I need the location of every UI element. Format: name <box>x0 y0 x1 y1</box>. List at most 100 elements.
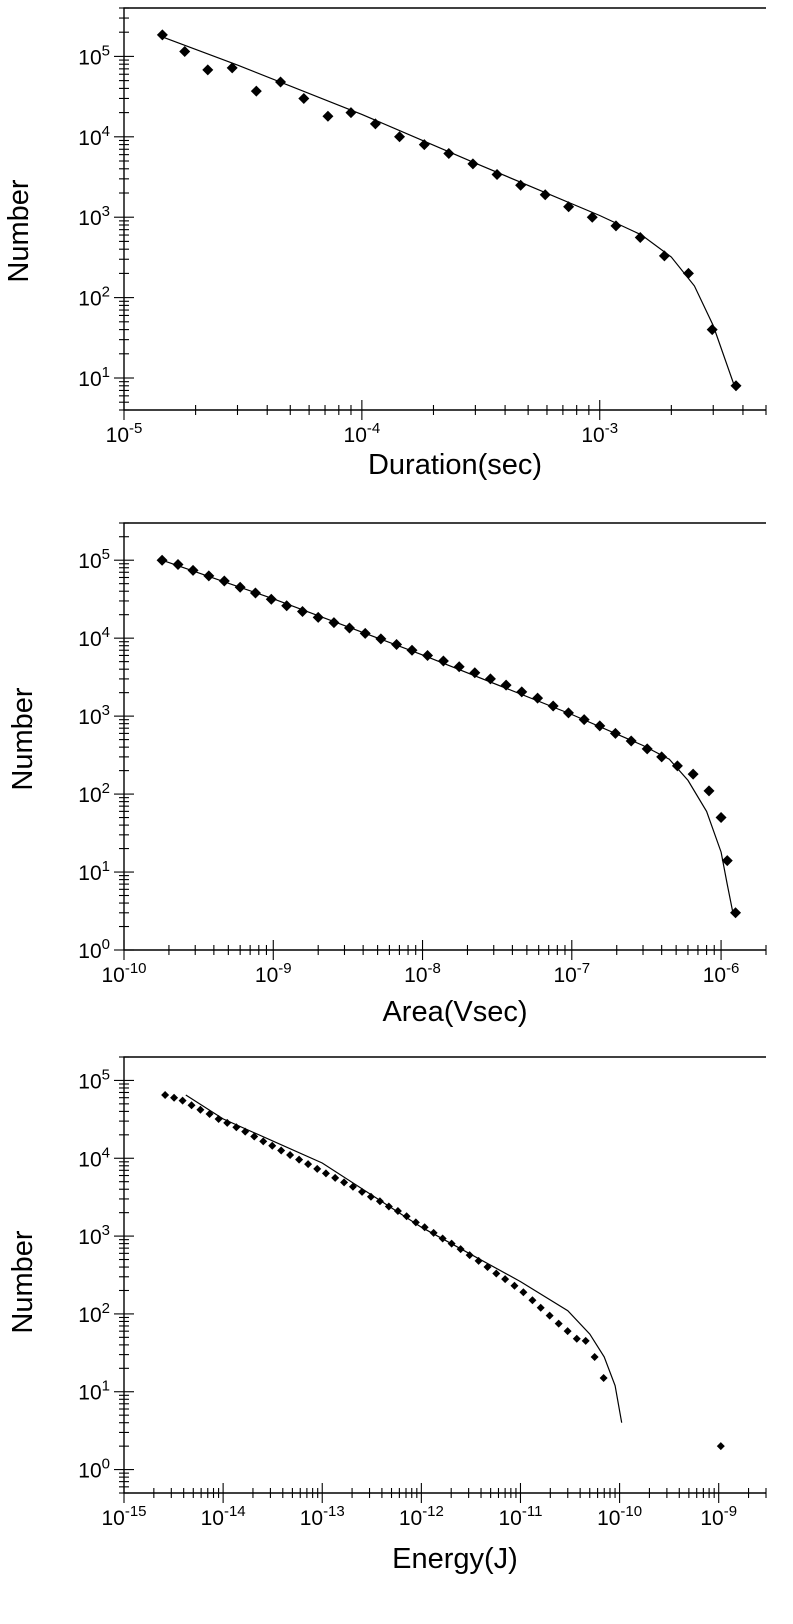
panel-2-data-point <box>375 633 387 645</box>
panel-3-data-point <box>384 1202 393 1211</box>
panel-2-data-point <box>715 812 727 824</box>
panel-1-data-point <box>634 231 646 243</box>
panel-1-data-point <box>345 107 357 119</box>
panel-2-data-point <box>516 686 528 698</box>
panel-1-axes-frame <box>123 7 766 411</box>
panel-1-data-point <box>156 29 168 41</box>
panel-3-data-point <box>536 1303 545 1312</box>
panel-2-data-point <box>656 751 668 763</box>
panel-3-data-point <box>268 1141 277 1150</box>
panel-2-data-point <box>359 627 371 639</box>
panel-2-axes-frame <box>123 522 766 951</box>
panel-2-data-point <box>249 587 261 599</box>
panel-2-fit-curve <box>161 559 734 913</box>
panel-3-data-point <box>331 1173 340 1182</box>
panel-3-data-point <box>214 1114 223 1123</box>
panel-3-y-tick-label: 105 <box>78 1066 110 1093</box>
panel-3-data-point <box>581 1336 590 1345</box>
panel-2-data-point <box>156 554 168 566</box>
panel-1-data-point <box>658 250 670 262</box>
panel-1-data-point <box>202 64 214 76</box>
panel-3-data-point <box>599 1374 608 1383</box>
panel-3-data-point <box>241 1127 250 1136</box>
panel-3-data-point <box>250 1132 259 1141</box>
panel-3-data-point <box>366 1192 375 1201</box>
panel-2-x-tick-label: 10-9 <box>255 960 292 987</box>
panel-3-y-tick-label: 100 <box>78 1456 110 1483</box>
panel-2-data-point <box>328 617 340 629</box>
panel-3-data-point <box>429 1228 438 1237</box>
panel-3-data-point <box>456 1245 465 1254</box>
panel-1-x-tick-label: 10-3 <box>581 420 618 447</box>
panel-3-data-point <box>474 1256 483 1265</box>
panel-2-x-tick-label: 10-7 <box>553 960 590 987</box>
panel-3-data-point <box>277 1146 286 1155</box>
panel-2-data-point <box>406 644 418 656</box>
panel-2-data-point <box>532 692 544 704</box>
panel-2-data-point <box>578 714 590 726</box>
panel-2-data-point <box>343 622 355 634</box>
panel-1-y-tick-label: 105 <box>78 42 110 69</box>
panel-3-data-point <box>348 1182 357 1191</box>
panel-3-data-point <box>510 1281 519 1290</box>
panel-3-axes-frame <box>123 1056 766 1494</box>
panel-1-data-point <box>369 118 381 130</box>
panel-1-data-point <box>226 62 238 74</box>
panel-1-data-point <box>322 110 334 122</box>
panel-3-x-tick-label: 10-10 <box>597 1503 642 1530</box>
panel-2-data-point <box>641 743 653 755</box>
panel-2-data-point <box>203 570 215 582</box>
panel-2-data-point <box>297 605 309 617</box>
panel-3-data-point <box>411 1218 420 1227</box>
panel-3-data-point <box>492 1269 501 1278</box>
panel-3-data-point <box>304 1160 313 1169</box>
panel-3-x-tick-label: 10-13 <box>300 1503 345 1530</box>
panel-2-data-point <box>500 679 512 691</box>
panel-3-data-point <box>295 1155 304 1164</box>
panel-3-data-point <box>554 1319 563 1328</box>
panel-2-data-point <box>312 611 324 623</box>
panel-3-y-tick-label: 104 <box>78 1144 110 1171</box>
panel-3-data-point <box>340 1178 349 1187</box>
panel-3-data-point <box>447 1239 456 1248</box>
panel-3-data-point <box>178 1096 187 1105</box>
panel-1-data-point <box>467 158 479 170</box>
panel-1-y-tick-label: 102 <box>78 284 110 311</box>
panel-2-y-tick-label: 101 <box>78 858 110 885</box>
panel-1-y-axis-label: Number <box>3 179 35 282</box>
panel-3-data-point <box>321 1169 330 1178</box>
panel-3-data-point <box>501 1275 510 1284</box>
panel-1-data-point <box>179 46 191 58</box>
panel-1-y-tick-label: 104 <box>78 123 110 150</box>
panel-3-data-point <box>590 1352 599 1361</box>
panel-1-data-point <box>539 189 551 201</box>
panel-2-data-point <box>187 564 199 576</box>
panel-1-data-point <box>443 147 455 159</box>
panel-2-data-point <box>484 673 496 685</box>
panel-3-data-point <box>528 1296 537 1305</box>
panel-2-y-axis-label: Number <box>7 687 39 790</box>
panel-3-data-point <box>716 1442 725 1451</box>
panel-1-fit-curve <box>162 36 737 391</box>
panel-3-x-tick-label: 10-9 <box>700 1503 737 1530</box>
panel-1-data-point <box>586 211 598 223</box>
panel-3-data-point <box>572 1334 581 1343</box>
panel-1-data-point <box>298 92 310 104</box>
panel-1-data-point <box>250 85 262 97</box>
panel-2-data-point <box>625 735 637 747</box>
panel-2-x-tick-label: 10-10 <box>101 960 146 987</box>
panel-3-x-tick-label: 10-11 <box>499 1503 543 1530</box>
panel-3-y-tick-label: 101 <box>78 1378 110 1405</box>
panel-2-data-point <box>172 559 184 571</box>
panel-3-data-point <box>545 1311 554 1320</box>
panel-3-data-point <box>161 1090 170 1099</box>
panel-2-data-point <box>281 600 293 612</box>
panel-3-data-point <box>465 1251 474 1260</box>
panel-3-data-point <box>223 1118 232 1127</box>
panel-3-data-point <box>196 1105 205 1114</box>
panel-1-data-point <box>491 168 503 180</box>
panel-3-data-point <box>393 1207 402 1216</box>
chart-panel-2: 10-10 10-9 10-8 10-7 10-6 100 101 102 103 104 105 A… <box>7 522 767 1028</box>
panel-2-data-point <box>547 700 559 712</box>
